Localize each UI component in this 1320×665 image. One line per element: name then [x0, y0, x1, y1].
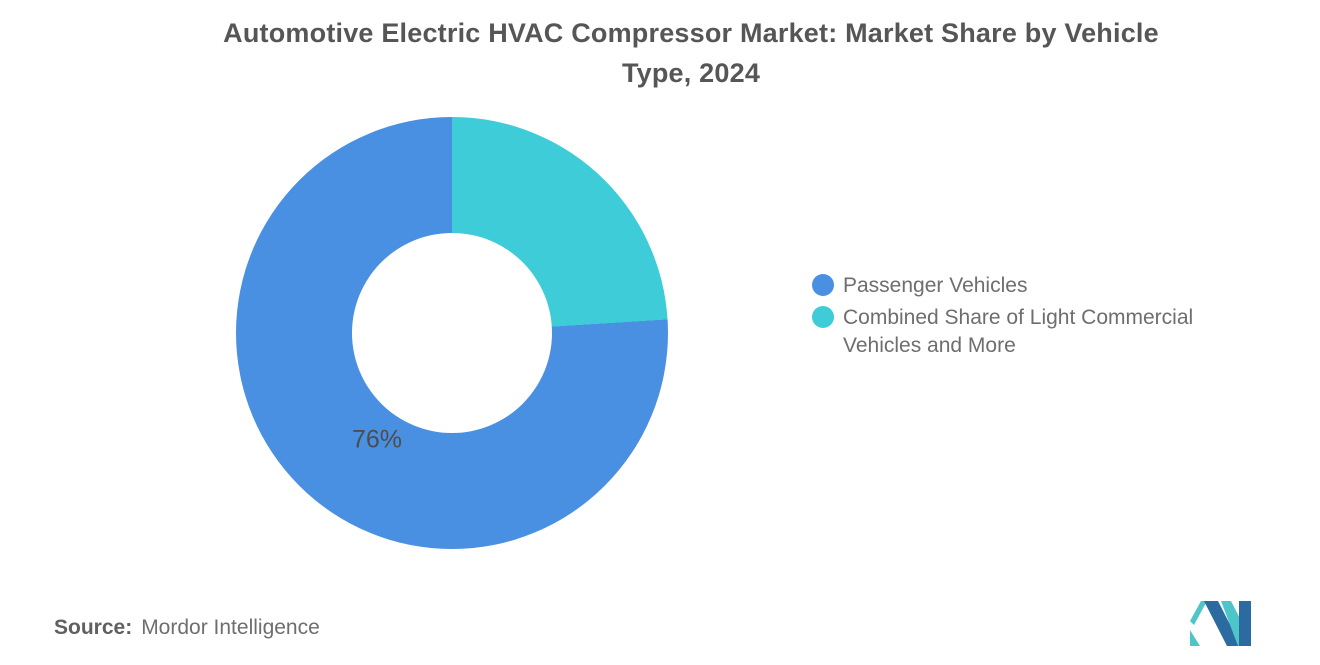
- mordor-intelligence-logo: [1190, 601, 1251, 646]
- legend-marker-icon: [812, 306, 834, 328]
- legend-item-passenger-vehicles[interactable]: Passenger Vehicles: [812, 272, 1273, 300]
- legend-marker-icon: [812, 274, 834, 296]
- source-label: Source:: [54, 616, 133, 639]
- logo-navy-diagonal: [1204, 601, 1241, 646]
- logo-navy-bar: [1239, 601, 1251, 646]
- donut-hole: [352, 233, 552, 433]
- chart-title-line2: Type, 2024: [621, 58, 761, 88]
- chart-title-line1: Automotive Electric HVAC Compressor Mark…: [223, 18, 1159, 48]
- chart-title: Automotive Electric HVAC Compressor Mark…: [181, 13, 1201, 93]
- legend-item-label: Combined Share of Light Commercial Vehic…: [843, 306, 1194, 357]
- source-row: Source: Mordor Intelligence: [54, 615, 320, 641]
- legend-item-combined-share[interactable]: Combined Share of Light Commercial Vehic…: [812, 304, 1273, 360]
- legend-item-label: Passenger Vehicles: [843, 274, 1028, 297]
- source-value: Mordor Intelligence: [141, 616, 320, 639]
- legend: Passenger Vehicles Combined Share of Lig…: [812, 272, 1273, 364]
- donut-chart[interactable]: 76%: [236, 117, 668, 549]
- logo-teal-stem: [1190, 601, 1207, 625]
- logo-teal-corner: [1190, 630, 1200, 646]
- slice-label: 76%: [351, 425, 403, 454]
